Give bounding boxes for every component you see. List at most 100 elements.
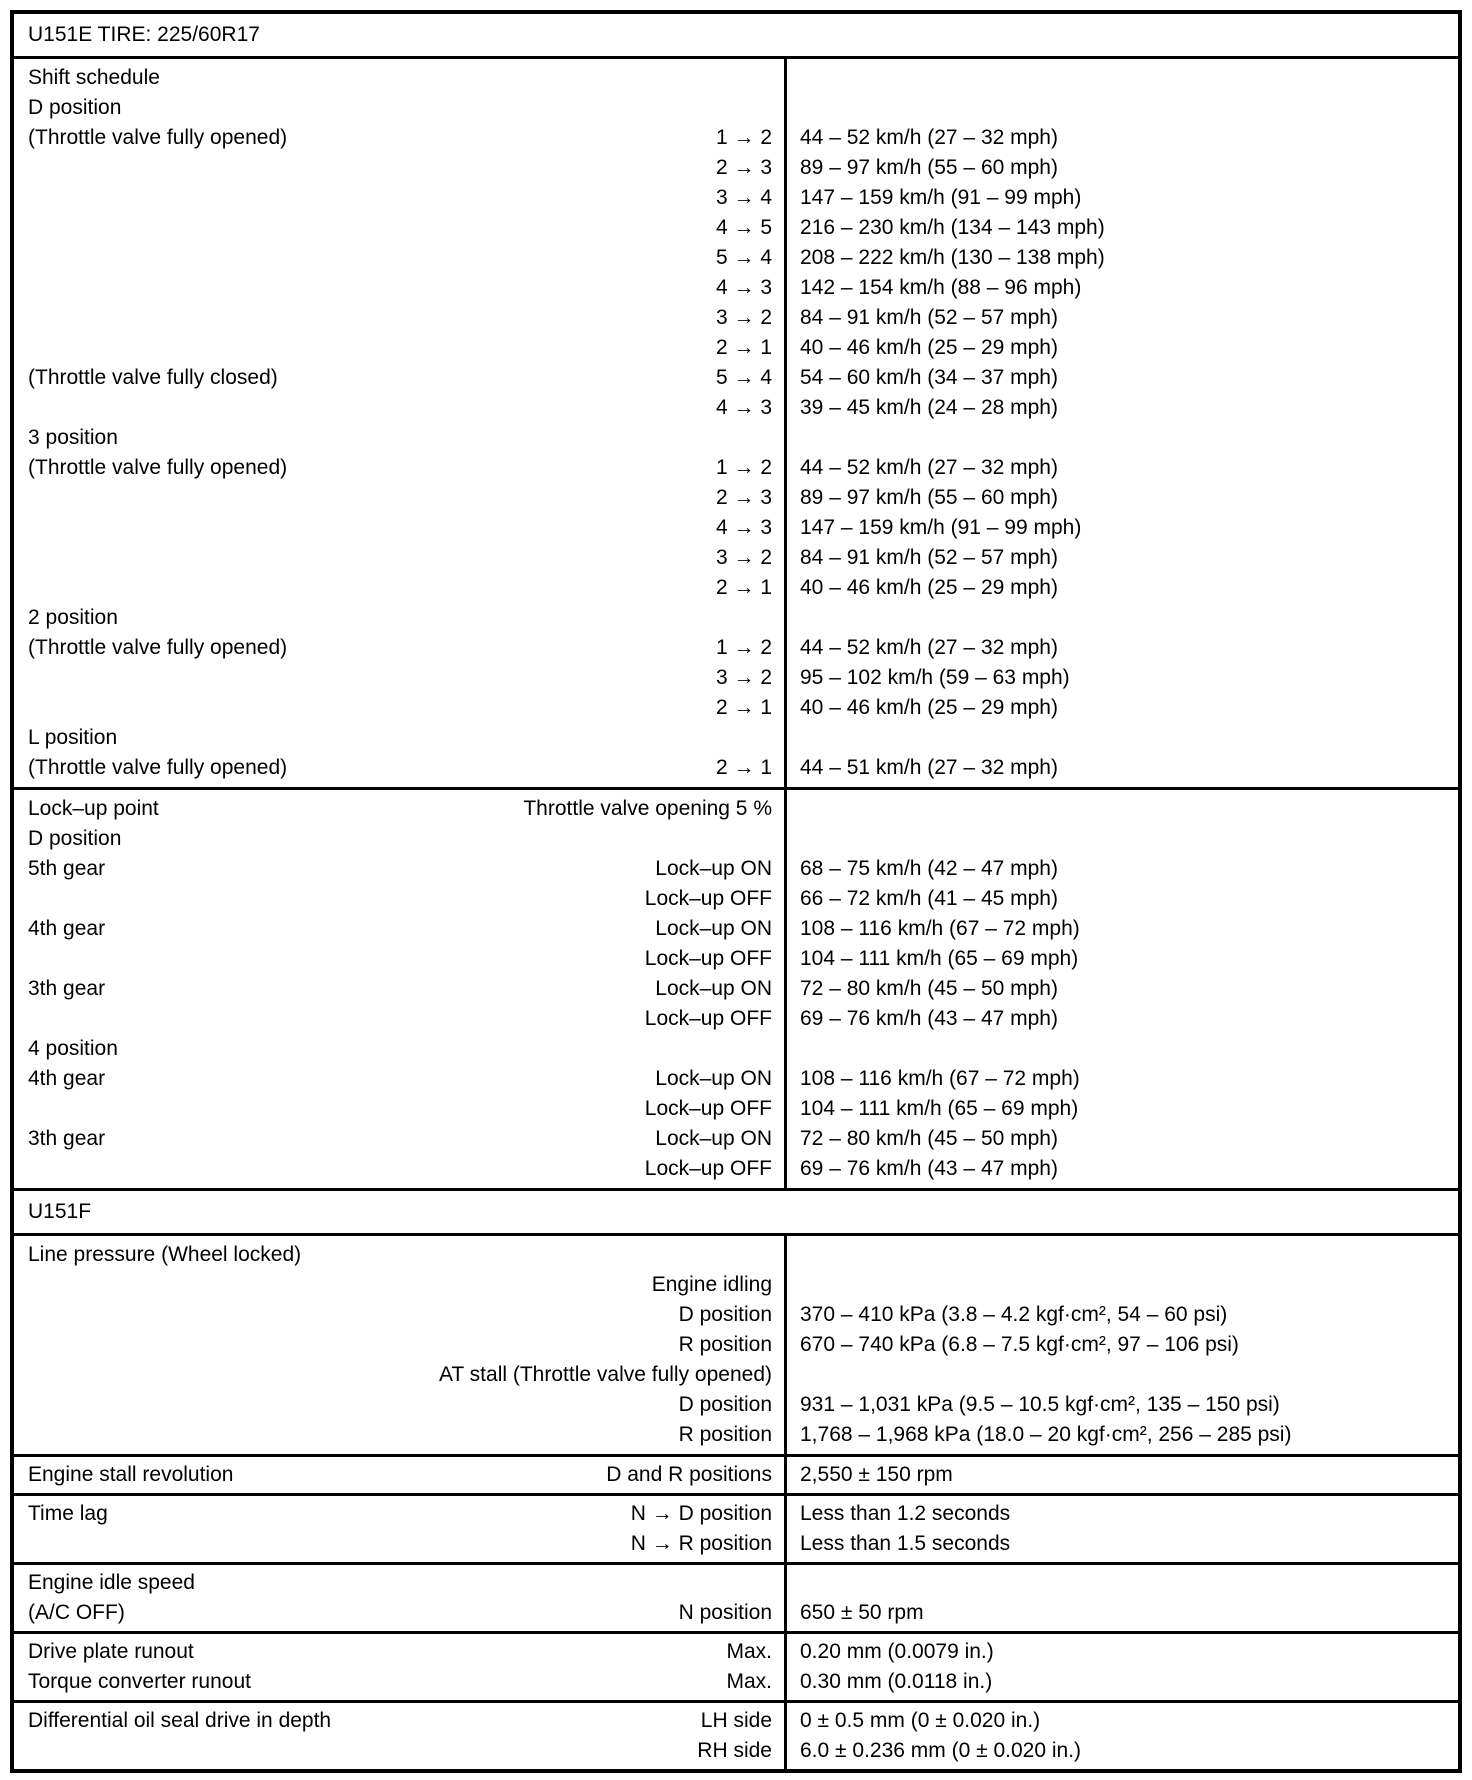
row-value-line <box>800 1270 1446 1300</box>
section-header-title: U151F <box>28 1200 92 1223</box>
row-sublabel: N → R position <box>630 1532 772 1555</box>
row-sublabel: Lock–up ON <box>655 1127 772 1150</box>
section-engine-idle-speed: Engine idle speed (A/C OFF) N position 650 … <box>14 1562 1458 1631</box>
row-value: 104 – 111 km/h (65 – 69 mph) <box>800 1097 1079 1120</box>
row-label: Line pressure (Wheel locked) <box>28 1243 302 1266</box>
row-value-line: 104 – 111 km/h (65 – 69 mph) <box>800 944 1446 974</box>
section-engine-stall-revolution: Engine stall revolution D and R positions… <box>14 1454 1458 1493</box>
row-value: 147 – 159 km/h (91 – 99 mph) <box>800 516 1082 539</box>
row-labels: R position <box>28 1420 772 1450</box>
value-column: 2,550 ± 150 rpm <box>787 1457 1458 1493</box>
row-value: 72 – 80 km/h (45 – 50 mph) <box>800 977 1058 1000</box>
row-value-line: 2,550 ± 150 rpm <box>800 1460 1446 1490</box>
row-labels: 2 position <box>28 603 772 633</box>
value-column: 44 – 52 km/h (27 – 32 mph) 89 – 97 km/h (… <box>787 59 1458 787</box>
row-value: 89 – 97 km/h (55 – 60 mph) <box>800 156 1058 179</box>
label-column: Lock–up point Throttle valve opening 5 % D… <box>14 790 787 1188</box>
row-label: (Throttle valve fully opened) <box>28 126 288 149</box>
row-value-line: 216 – 230 km/h (134 – 143 mph) <box>800 213 1446 243</box>
row-labels: Differential oil seal drive in depth LH s… <box>28 1706 772 1736</box>
section-line-pressure: Line pressure (Wheel locked) Engine idlin… <box>14 1233 1458 1454</box>
section-time-lag: Time lag N → D position N → R position Less… <box>14 1493 1458 1562</box>
row-labels: Engine stall revolution D and R positions <box>28 1460 772 1490</box>
row-label: 4 position <box>28 1037 118 1060</box>
row-sublabel: D position <box>678 1303 772 1326</box>
row-value-line <box>800 603 1446 633</box>
row-labels: 4th gear Lock–up ON <box>28 1064 772 1094</box>
row-value-line <box>800 423 1446 453</box>
row-sublabel: 1 → 2 <box>715 456 772 479</box>
row-sublabel: 1 → 2 <box>715 126 772 149</box>
row-label: Engine stall revolution <box>28 1463 234 1486</box>
row-value-line: 66 – 72 km/h (41 – 45 mph) <box>800 884 1446 914</box>
row-labels: 5 → 4 <box>28 243 772 273</box>
row-labels: (Throttle valve fully opened) 1 → 2 <box>28 123 772 153</box>
label-column: Shift schedule D position (Throttle valve … <box>14 59 787 787</box>
label-column: Differential oil seal drive in depth LH s… <box>14 1703 787 1769</box>
row-labels: Shift schedule <box>28 63 772 93</box>
row-label: 4th gear <box>28 917 106 940</box>
value-column: 0.20 mm (0.0079 in.) 0.30 mm (0.0118 in.) <box>787 1634 1458 1700</box>
row-sublabel: R position <box>678 1423 772 1446</box>
row-sublabel: Lock–up ON <box>655 857 772 880</box>
row-labels: 2 → 1 <box>28 693 772 723</box>
row-value: 670 – 740 kPa (6.8 – 7.5 kgf·cm², 97 – 1… <box>800 1333 1239 1356</box>
row-value: 40 – 46 km/h (25 – 29 mph) <box>800 576 1058 599</box>
row-labels: 3 position <box>28 423 772 453</box>
row-label: L position <box>28 726 118 749</box>
row-labels: 4 → 3 <box>28 393 772 423</box>
row-labels: Line pressure (Wheel locked) <box>28 1240 772 1270</box>
section-differential-oil-seal: Differential oil seal drive in depth LH s… <box>14 1700 1458 1769</box>
row-labels: 3th gear Lock–up ON <box>28 974 772 1004</box>
row-value-line: 69 – 76 km/h (43 – 47 mph) <box>800 1004 1446 1034</box>
row-value-line: 84 – 91 km/h (52 – 57 mph) <box>800 543 1446 573</box>
row-value-line <box>800 824 1446 854</box>
row-value-line: 108 – 116 km/h (67 – 72 mph) <box>800 1064 1446 1094</box>
row-value-line <box>800 1240 1446 1270</box>
row-value-line: 39 – 45 km/h (24 – 28 mph) <box>800 393 1446 423</box>
row-sublabel: R position <box>678 1333 772 1356</box>
section-header-title: U151E TIRE: 225/60R17 <box>28 23 260 46</box>
row-sublabel: 2 → 1 <box>715 756 772 779</box>
row-labels: R position <box>28 1330 772 1360</box>
row-value: 68 – 75 km/h (42 – 47 mph) <box>800 857 1058 880</box>
row-sublabel: 3 → 4 <box>715 186 772 209</box>
row-labels: (Throttle valve fully opened) 1 → 2 <box>28 633 772 663</box>
row-labels: Lock–up OFF <box>28 944 772 974</box>
row-label: 5th gear <box>28 857 106 880</box>
row-value: 40 – 46 km/h (25 – 29 mph) <box>800 336 1058 359</box>
row-labels: Torque converter runout Max. <box>28 1667 772 1697</box>
row-labels: 3 → 2 <box>28 543 772 573</box>
row-labels: AT stall (Throttle valve fully opened) <box>28 1360 772 1390</box>
row-sublabel: 3 → 2 <box>715 306 772 329</box>
row-value-line: 0 ± 0.5 mm (0 ± 0.020 in.) <box>800 1706 1446 1736</box>
value-column: 68 – 75 km/h (42 – 47 mph) 66 – 72 km/h (… <box>787 790 1458 1188</box>
row-labels: Lock–up OFF <box>28 1154 772 1184</box>
row-sublabel: 4 → 5 <box>715 216 772 239</box>
row-sublabel: Lock–up ON <box>655 1067 772 1090</box>
row-value: 108 – 116 km/h (67 – 72 mph) <box>800 1067 1080 1090</box>
row-sublabel: 3 → 2 <box>715 546 772 569</box>
row-value-line <box>800 1034 1446 1064</box>
row-value-line: 147 – 159 km/h (91 – 99 mph) <box>800 513 1446 543</box>
row-labels: Lock–up OFF <box>28 884 772 914</box>
row-labels: L position <box>28 723 772 753</box>
row-sublabel: 2 → 3 <box>715 156 772 179</box>
label-column: Line pressure (Wheel locked) Engine idlin… <box>14 1236 787 1454</box>
section-runout: Drive plate runout Max. Torque converter r… <box>14 1631 1458 1700</box>
row-sublabel: 4 → 3 <box>715 276 772 299</box>
row-label: Differential oil seal drive in depth <box>28 1709 332 1732</box>
row-value: 72 – 80 km/h (45 – 50 mph) <box>800 1127 1058 1150</box>
row-labels: Drive plate runout Max. <box>28 1637 772 1667</box>
row-labels: Engine idle speed <box>28 1568 772 1598</box>
row-value-line: 68 – 75 km/h (42 – 47 mph) <box>800 854 1446 884</box>
row-labels: 4 position <box>28 1034 772 1064</box>
row-value-line: 72 – 80 km/h (45 – 50 mph) <box>800 1124 1446 1154</box>
row-value: 0 ± 0.5 mm (0 ± 0.020 in.) <box>800 1709 1041 1732</box>
row-labels: D position <box>28 1390 772 1420</box>
row-value-line: 208 – 222 km/h (130 – 138 mph) <box>800 243 1446 273</box>
row-sublabel: 2 → 3 <box>715 486 772 509</box>
row-value: 2,550 ± 150 rpm <box>800 1463 953 1486</box>
row-labels: 2 → 1 <box>28 333 772 363</box>
